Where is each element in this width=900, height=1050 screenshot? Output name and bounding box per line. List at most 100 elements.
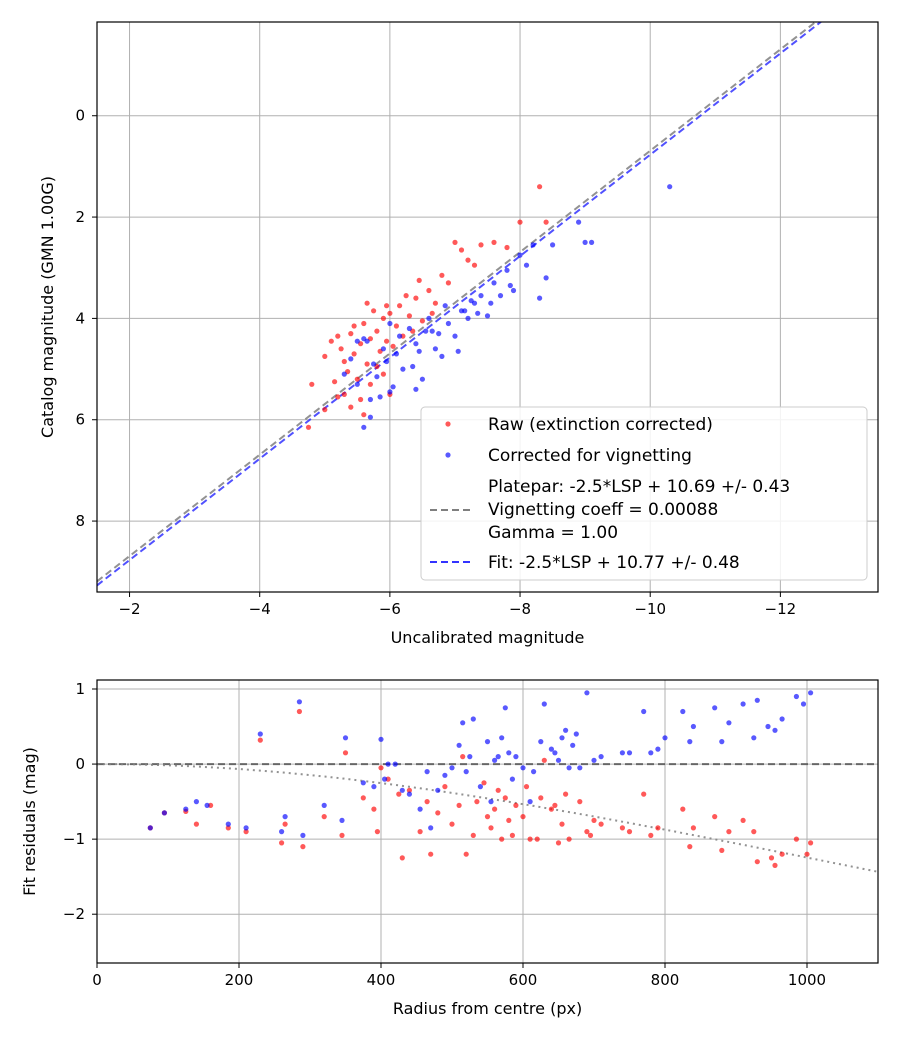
data-point	[641, 708, 647, 715]
data-point	[456, 742, 462, 748]
data-point	[351, 323, 357, 329]
data-point	[367, 414, 373, 420]
data-point	[513, 754, 519, 760]
data-point	[321, 802, 327, 809]
x-tick-label: −10	[634, 600, 666, 618]
data-point	[719, 847, 725, 854]
data-point	[467, 754, 473, 760]
data-point	[354, 376, 360, 382]
data-point	[462, 308, 468, 314]
data-point	[399, 787, 405, 793]
data-point	[449, 765, 455, 771]
chart-panel-2: 0 200 400 600 800 1000 1 0 −1 −2 Radius from centr…	[20, 679, 879, 1018]
y-tick-label: 1	[75, 680, 85, 698]
data-point	[481, 780, 487, 786]
data-point	[435, 810, 441, 816]
data-point	[477, 784, 483, 790]
data-point	[257, 737, 263, 743]
data-point	[361, 320, 367, 327]
data-point	[690, 825, 697, 831]
data-point	[400, 366, 406, 372]
data-point	[470, 716, 476, 722]
data-point	[348, 404, 354, 410]
data-point	[582, 239, 588, 245]
data-point	[463, 851, 469, 857]
data-point	[754, 697, 760, 703]
data-point	[538, 795, 544, 801]
data-point	[548, 746, 555, 752]
data-point	[655, 825, 661, 831]
data-point	[382, 776, 388, 782]
data-point	[527, 836, 533, 842]
data-point	[584, 690, 590, 696]
data-point	[416, 277, 422, 283]
data-point	[387, 389, 393, 395]
data-point	[360, 780, 366, 786]
x-tick-label: −12	[765, 600, 797, 618]
data-point	[589, 239, 595, 245]
data-point	[502, 705, 508, 711]
data-point	[687, 844, 693, 850]
data-point	[492, 757, 498, 763]
data-point	[384, 303, 390, 309]
data-point	[417, 829, 423, 835]
data-point	[371, 806, 377, 812]
data-point	[429, 310, 435, 316]
data-point	[445, 280, 451, 286]
series-1-points	[341, 184, 673, 430]
data-point	[322, 353, 328, 359]
data-point	[367, 381, 373, 387]
x-tick-label: −4	[249, 600, 271, 618]
series-1-points	[147, 690, 814, 839]
plot-area	[97, 690, 878, 873]
data-point	[406, 313, 412, 319]
data-point	[513, 802, 519, 809]
data-point	[491, 280, 497, 286]
legend-label-platepar-line: Vignetting coeff = 0.00088	[488, 500, 718, 520]
data-point	[378, 736, 384, 742]
data-point	[361, 424, 367, 430]
data-point	[538, 739, 544, 745]
data-point	[193, 799, 199, 805]
data-point	[367, 396, 373, 403]
data-point	[520, 765, 526, 771]
data-point	[225, 821, 231, 827]
data-point	[550, 242, 556, 248]
data-point	[456, 802, 462, 809]
data-point	[439, 272, 445, 278]
x-axis-label: Uncalibrated magnitude	[391, 628, 585, 647]
data-point	[384, 338, 390, 344]
data-point	[413, 386, 419, 392]
y-tick-label: 0	[75, 755, 85, 773]
data-point	[573, 731, 579, 737]
x-tick-label: 200	[225, 971, 254, 989]
data-point	[161, 810, 167, 816]
data-point	[183, 806, 189, 812]
data-point	[449, 821, 455, 827]
data-point	[488, 300, 494, 306]
data-point	[662, 735, 668, 741]
data-point	[626, 750, 633, 756]
y-tick-label: 2	[75, 208, 85, 226]
data-point	[523, 784, 530, 790]
data-point	[374, 328, 380, 334]
data-point	[460, 720, 466, 726]
legend-label-raw: Raw (extinction corrected)	[488, 415, 713, 435]
data-point	[492, 806, 498, 812]
data-point	[432, 346, 438, 352]
data-point	[471, 262, 478, 268]
data-point	[517, 219, 523, 225]
data-point	[424, 799, 430, 805]
x-axis-label: Radius from centre (px)	[393, 999, 582, 1018]
x-tick-label: 800	[651, 971, 680, 989]
data-point	[488, 825, 494, 831]
data-point	[426, 315, 432, 321]
legend-label-platepar-line: Gamma = 1.00	[488, 523, 618, 543]
data-point	[555, 757, 562, 763]
data-point	[328, 338, 334, 344]
data-point	[341, 371, 347, 377]
legend-label-platepar-line: Platepar: -2.5*LSP + 10.69 +/- 0.43	[488, 477, 790, 497]
x-tick-label: 1000	[788, 971, 826, 989]
data-point	[147, 825, 153, 831]
data-point	[387, 320, 393, 327]
